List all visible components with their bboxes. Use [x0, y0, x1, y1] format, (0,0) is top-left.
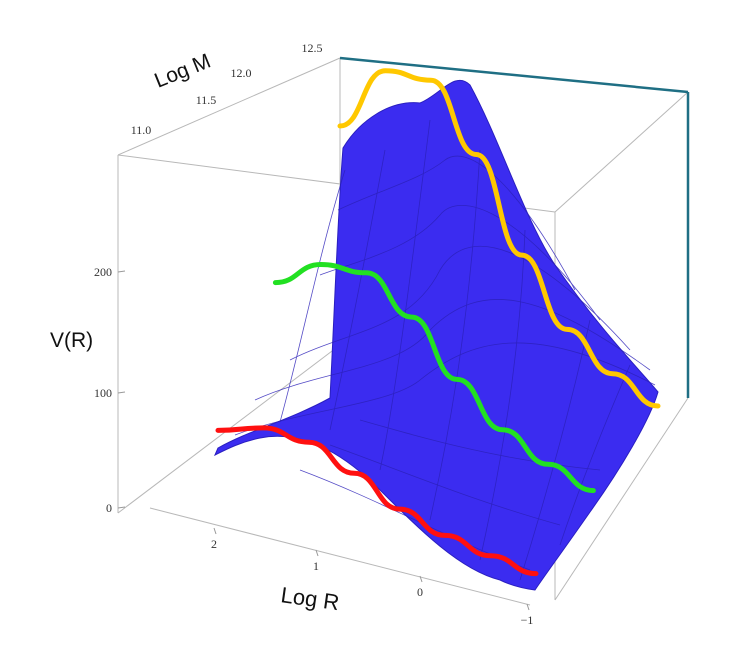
grid-line [429, 149, 481, 521]
grid-line [319, 204, 601, 321]
x-tick-label: 1 [313, 559, 319, 573]
box-edge [554, 397, 689, 601]
x-tick-mark [315, 549, 319, 557]
box-edge [339, 56, 689, 94]
y-tick-label: 11.0 [131, 123, 152, 137]
surface-body [214, 79, 659, 591]
x-tick-mark [213, 527, 217, 535]
z-tick-label: 200 [94, 265, 112, 279]
box-edge [149, 507, 531, 606]
y-tick-label: 12.0 [231, 66, 252, 80]
series-line-3 [337, 68, 661, 409]
x-tick-mark [526, 603, 530, 611]
grid-line [279, 169, 346, 423]
y-tick-label: 12.5 [302, 41, 323, 55]
z-tick-mark [117, 391, 126, 394]
box-edge [554, 91, 689, 213]
grid-line [329, 444, 561, 526]
z-axis-title: V(R) [50, 329, 93, 352]
z-axis-ticks: 0 100 200 [94, 265, 126, 515]
z-tick-label: 100 [94, 386, 112, 400]
z-tick-mark [117, 506, 126, 509]
x-axis-ticks: 2 1 0 −1 [211, 527, 534, 627]
grid-line [254, 299, 651, 401]
y-axis-title: Log M [151, 49, 214, 92]
grid-line [479, 229, 526, 561]
y-tick-label: 11.5 [196, 93, 217, 107]
box-edge [117, 57, 341, 156]
x-tick-mark [419, 575, 423, 583]
series-line-2 [272, 261, 596, 494]
box-front-edges [339, 56, 690, 398]
x-tick-label: 0 [417, 585, 423, 599]
grid-line [379, 119, 431, 471]
series-line-1 [215, 425, 539, 577]
surface-mesh [214, 79, 659, 591]
x-axis-title: Log R [279, 582, 341, 615]
series-lines [215, 68, 661, 577]
x-tick-label: 2 [211, 537, 217, 551]
grid-line [234, 342, 656, 436]
y-axis-ticks: 11.0 11.5 12.0 12.5 [131, 41, 323, 137]
grid-line [329, 149, 386, 431]
z-tick-label: 0 [106, 501, 112, 515]
grid-line [359, 419, 601, 471]
z-tick-mark [117, 270, 126, 273]
grid-line [337, 155, 576, 291]
grid-line [289, 245, 631, 361]
x-tick-label: −1 [521, 613, 534, 627]
